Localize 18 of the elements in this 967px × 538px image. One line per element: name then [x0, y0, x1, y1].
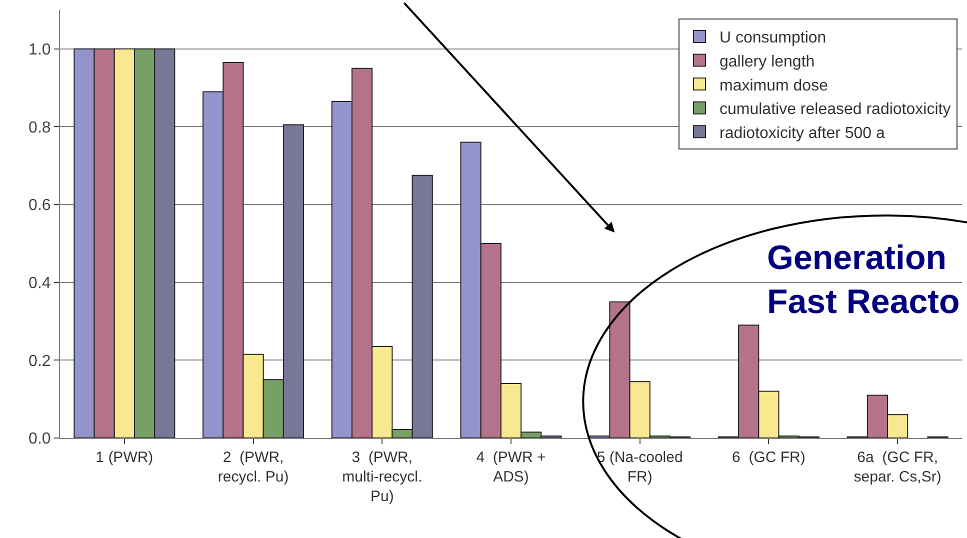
x-tick-label: 1 (PWR) — [96, 449, 154, 466]
x-tick-label: 4 (PWR + ADS) — [476, 449, 546, 486]
y-tick-label: 0.2 — [28, 352, 51, 370]
legend-label: radiotoxicity after 500 a — [719, 124, 886, 142]
legend-label: cumulative released radiotoxicity — [719, 101, 951, 118]
legend-label: U consumption — [719, 30, 826, 47]
x-tick-label: 2 (PWR, recycl. Pu) — [218, 449, 289, 486]
y-tick-label: 0.8 — [28, 119, 51, 136]
y-tick-label: 0.6 — [28, 197, 51, 214]
legend-label: gallery length — [719, 54, 815, 70]
y-tick-label: 0.4 — [28, 274, 51, 292]
x-tick-label: 6a (GC FR, separ. Cs,Sr) — [854, 449, 942, 486]
y-tick-label: 1.0 — [28, 42, 51, 59]
annotation: Generation Fast Reacto — [767, 239, 960, 322]
legend-label: maximum dose — [719, 77, 828, 94]
x-tick-label: 6 (GC FR) — [732, 449, 806, 466]
y-tick-label: 0.0 — [28, 430, 51, 448]
x-tick-label: 3 (PWR, multi-recycl. Pu) — [342, 449, 422, 505]
